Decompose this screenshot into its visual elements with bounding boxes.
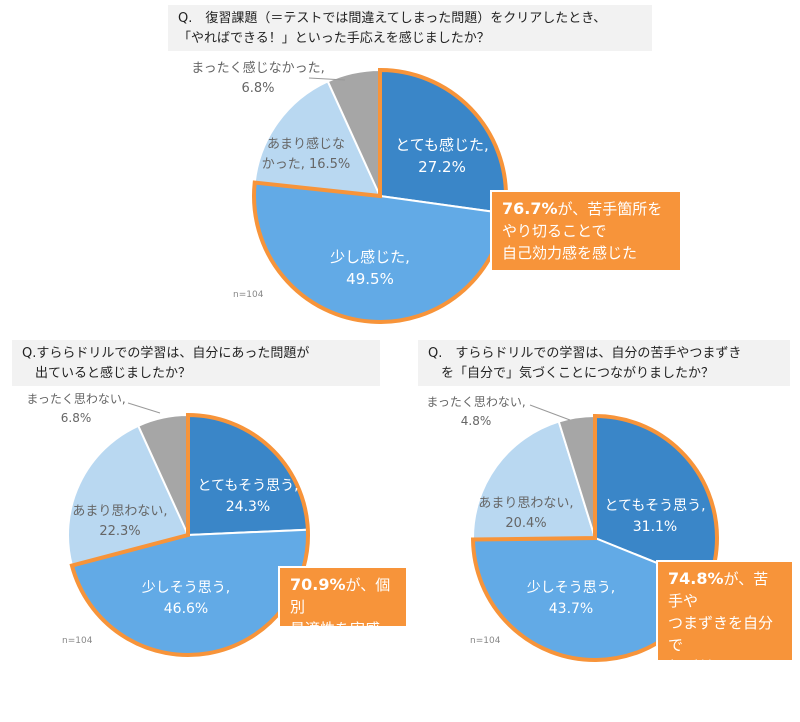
slice-label: 少しそう思う, 43.7% (527, 580, 615, 617)
question-line: を「自分で」気づくことにつながりましたか？ (428, 366, 715, 381)
sample-size: n=104 (470, 636, 501, 646)
question-line: 出ていると感じましたか？ (22, 366, 192, 381)
sample-size: n=104 (62, 636, 93, 646)
callout-text: が、苦手や (668, 570, 769, 610)
leader-line (529, 404, 571, 421)
question-line: 「やればできる！」といった手応えを感じましたか？ (178, 31, 490, 46)
slice-label: 少し感じた, 49.5% (330, 248, 410, 288)
slice-label: あまり感じなかった, 16.5% (262, 136, 351, 172)
callout-text: が、苦手箇所を (557, 200, 663, 218)
slice-not-much (472, 420, 597, 541)
slice-not-much (253, 80, 382, 198)
question-line: Q. 復習課題（＝テストでは間違えてしまった問題）をクリアしたとき、 (178, 11, 607, 26)
question-line: Q. すららドリルでの学習は、自分の苦手やつまずき (428, 346, 742, 361)
slice-label: まったく思わない, 6.8% (26, 392, 125, 425)
pie-chart: とても感じた, 27.2% 少し感じた, 49.5% あまり感じなかった, 16.5% ま… (191, 60, 508, 324)
question-box: Q. すららドリルでの学習は、自分の苦手やつまずき を「自分で」気づくことにつな… (418, 340, 790, 386)
pie-chart: とてもそう思う, 24.3% 少しそう思う, 46.6% あまり思わない, 22.3% まっ… (26, 392, 310, 657)
sample-size: n=104 (233, 290, 264, 300)
callout-text: が、個別 (290, 576, 391, 616)
question-box: Q. 復習課題（＝テストでは間違えてしまった問題）をクリアしたとき、 「やればで… (168, 5, 652, 51)
slice-label: あまり思わない, 22.3% (72, 504, 167, 539)
callout-percent: 76.7% (502, 199, 558, 218)
slice-label: とても感じた, 27.2% (395, 136, 489, 176)
callout-percent: 74.8% (668, 569, 724, 588)
slice-label: とてもそう思う, 24.3% (197, 478, 298, 515)
slice-label: あまり思わない, 20.4% (478, 496, 573, 531)
callout-percent: 70.9% (290, 575, 346, 594)
callout-text: 最適性を実感 (290, 620, 381, 638)
leader-line (127, 402, 161, 414)
question-box: Q.すららドリルでの学習は、自分にあった問題が 出ていると感じましたか？ (12, 340, 380, 386)
slice-not-much (67, 424, 190, 567)
question-line: Q.すららドリルでの学習は、自分にあった問題が (22, 346, 310, 361)
callout-text: ながった (668, 702, 729, 720)
slice-label: とてもそう思う, 31.1% (604, 498, 705, 535)
slice-label: 少しそう思う, 46.6% (142, 580, 230, 617)
pie-chart: とてもそう思う, 31.1% 少しそう思う, 43.7% あまり思わない, 20.4% まっ… (426, 395, 719, 662)
callout-text: 自己効力感を感じた (502, 244, 638, 262)
slice-label: まったく感じなかった, 6.8% (191, 60, 325, 96)
callout-text: 気が付くことにつ (668, 658, 774, 698)
callout-box: 76.7%が、苦手箇所を やり切ることで 自己効力感を感じた (490, 190, 682, 272)
highlight-outline (252, 67, 508, 324)
callout-box: 70.9%が、個別 最適性を実感 (278, 566, 408, 638)
slice-label: まったく思わない, 4.8% (426, 395, 525, 428)
callout-box: 74.8%が、苦手や つまずきを自分で 気が付くことにつ ながった (656, 560, 794, 720)
callout-text: やり切ることで (502, 222, 607, 240)
leader-line (308, 77, 346, 81)
callout-text: つまずきを自分で (668, 614, 774, 654)
